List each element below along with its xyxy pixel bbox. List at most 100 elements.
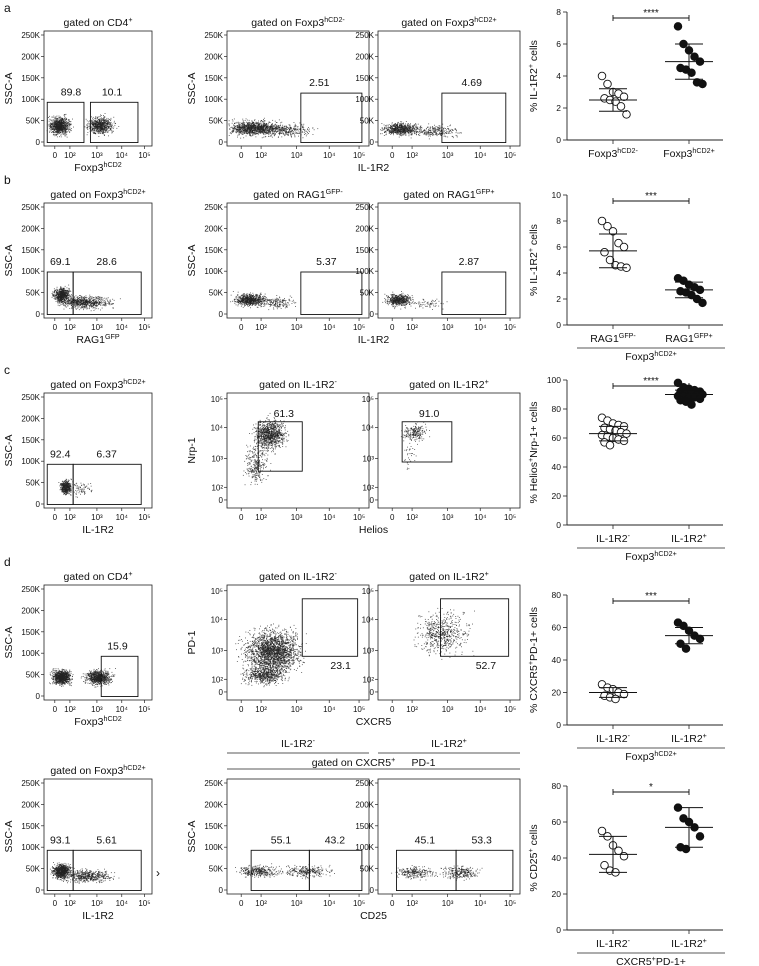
y-tick-label: 100K (355, 267, 374, 276)
plot-frame (226, 392, 370, 509)
x-tick-label: 0 (239, 513, 244, 522)
gate-box (441, 271, 507, 315)
gate-box (440, 598, 510, 657)
flow-plot: gated on Foxp3hCD2+ 250K 200K 150K 100K 50K 0 0… (3, 188, 153, 346)
flow-plot: gated on CD4+ 250K 200K 150K 100K 50K 0 0 10² 10³… (3, 570, 153, 728)
x-tick-label: 0 (239, 899, 244, 908)
gate-value: 53.3 (471, 834, 492, 846)
dot-plot-y-tick: 40 (552, 462, 562, 472)
x-tick-label: 10² (255, 705, 267, 714)
y-tick-label: 200K (21, 52, 40, 61)
x-tick-label: 10³ (291, 323, 303, 332)
dot-plot-y-label: % CD25+ cells (527, 824, 540, 891)
plot-frame (226, 584, 370, 701)
x-tick-label: 10³ (91, 513, 103, 522)
x-tick-label: 10³ (291, 899, 303, 908)
panel-letter: b (4, 173, 11, 187)
y-tick-label: 10² (211, 483, 223, 492)
significance-label: **** (643, 8, 659, 19)
x-tick-label: 10⁴ (116, 899, 129, 908)
data-point (619, 242, 629, 252)
dot-plot-group-label: IL-1R2+ (671, 937, 707, 950)
data-point (600, 860, 609, 870)
y-tick-label: 200K (21, 800, 40, 809)
y-tick-label: 250K (21, 31, 40, 40)
x-tick-label: 10² (406, 705, 418, 714)
data-point (695, 832, 705, 841)
shared-x-axis-label: IL-1R2 (358, 334, 390, 346)
y-tick-label: 50K (209, 289, 224, 298)
dot-plot-y-tick: 60 (552, 433, 562, 443)
x-tick-label: 10³ (442, 705, 454, 714)
y-tick-label: 50K (209, 865, 224, 874)
flow-plot: gated on IL-1R2- 10⁵ 10⁴ 10³ 10² 0 0 10² 10³ 10⁴ 1… (186, 378, 370, 522)
plot-frame (377, 202, 521, 319)
dot-plot-group-label: Foxp3hCD2- (588, 147, 638, 160)
gate-box (89, 101, 139, 144)
flow-x-axis-label: Foxp3hCD2 (74, 161, 121, 174)
x-tick-label: 10² (406, 899, 418, 908)
y-tick-label: 100K (355, 843, 374, 852)
panel-letter: d (4, 555, 11, 569)
dot-plot-group-caption: CXCR5+PD-1+ (616, 955, 686, 966)
gate-value: 89.8 (61, 86, 82, 98)
y-tick-label: 200K (21, 606, 40, 615)
y-tick-label: 100K (355, 95, 374, 104)
y-tick-label: 150K (355, 822, 374, 831)
gate-value: 69.1 (50, 256, 71, 268)
plot-frame (43, 584, 153, 701)
y-tick-label: 250K (21, 393, 40, 402)
y-tick-label: 10⁵ (211, 587, 223, 596)
panel-letter: a (4, 1, 11, 15)
flow-x-axis-label: IL-1R2 (82, 910, 114, 922)
dot-plot-group-caption: Foxp3hCD2+ (625, 750, 677, 763)
x-tick-label: 10⁴ (474, 323, 487, 332)
y-tick-label: 0 (219, 886, 224, 895)
y-tick-label: 200K (21, 224, 40, 233)
shared-x-axis-label: IL-1R2 (358, 162, 390, 174)
gate-box (72, 271, 142, 315)
x-tick-label: 10⁵ (504, 899, 516, 908)
arrow-marker: › (156, 866, 160, 880)
dot-plot-group-label: RAG1GFP+ (665, 332, 712, 345)
data-point (597, 216, 607, 226)
y-tick-label: 150K (204, 822, 223, 831)
dot-plot-group-caption: Foxp3hCD2+ (625, 550, 677, 563)
y-tick-label: 0 (370, 310, 375, 319)
gate-box (257, 421, 303, 472)
y-tick-label: 150K (21, 74, 40, 83)
x-tick-label: 0 (239, 323, 244, 332)
y-tick-label: 250K (21, 585, 40, 594)
flow-plot: gated on Foxp3hCD2+ 250K 200K 150K 100K 50K 0 0… (3, 764, 153, 922)
dot-plot-group-label: IL-1R2- (596, 937, 631, 950)
data-point (622, 110, 631, 119)
flow-plot-title: gated on IL-1R2- (259, 570, 337, 583)
y-tick-label: 10² (211, 675, 223, 684)
gate-value: 15.9 (107, 640, 128, 652)
dot-plot-group-label: IL-1R2- (596, 532, 631, 545)
y-tick-label: 50K (360, 289, 375, 298)
data-point (698, 79, 707, 89)
data-point (695, 634, 705, 644)
dot-plot-y-tick: 4 (556, 268, 561, 278)
y-tick-label: 200K (355, 800, 374, 809)
dot-plot-y-tick: 20 (552, 889, 562, 899)
dot-plot: 0 20 40 60 80 % CD25+ cells * IL-1R2- IL-1R2+ CXC… (527, 781, 725, 966)
y-tick-label: 0 (370, 886, 375, 895)
y-tick-label: 200K (355, 224, 374, 233)
plot-frame (43, 778, 153, 895)
data-point (698, 298, 707, 308)
header-right: IL-1R2+ (431, 737, 467, 750)
y-tick-label: 50K (26, 117, 41, 126)
x-tick-label: 10³ (91, 705, 103, 714)
dot-plot-y-label: % IL-1R2+ cells (527, 40, 540, 112)
dot-plot-y-label: % CXCR5+PD-1+ cells (527, 607, 540, 713)
flow-plot-title: gated on Foxp3hCD2+ (401, 16, 496, 29)
plot-frame (377, 30, 521, 147)
flow-x-axis-label: RAG1GFP (76, 333, 119, 346)
x-tick-label: 10⁴ (116, 151, 129, 160)
x-tick-label: 10⁵ (138, 705, 150, 714)
gate-value: 61.3 (274, 408, 295, 420)
x-tick-label: 10² (255, 323, 267, 332)
gate-value: 52.7 (476, 660, 497, 672)
